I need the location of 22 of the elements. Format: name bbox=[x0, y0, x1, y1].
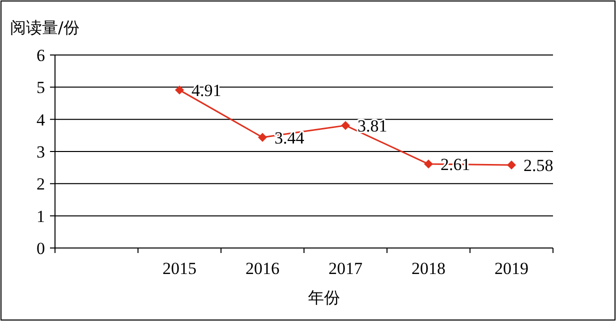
y-tick-label: 5 bbox=[36, 78, 45, 98]
data-label: 3.81 bbox=[358, 116, 388, 136]
data-label: 3.44 bbox=[274, 128, 305, 148]
y-tick-label: 1 bbox=[36, 206, 45, 226]
point bbox=[258, 132, 267, 142]
point bbox=[424, 160, 433, 169]
point bbox=[175, 86, 184, 95]
y-tick-label: 2 bbox=[36, 174, 45, 194]
x-tick-label: 2016 bbox=[246, 259, 280, 278]
x-tick-label: 2019 bbox=[494, 259, 528, 278]
x-tick-label: 2017 bbox=[328, 259, 363, 278]
point bbox=[507, 160, 516, 170]
x-tick-label: 2015 bbox=[162, 259, 196, 278]
x-tick-label: 2018 bbox=[412, 259, 446, 278]
x-axis-title: 年份 bbox=[308, 288, 340, 307]
data-label: 2.58 bbox=[524, 156, 554, 176]
y-tick-label: 3 bbox=[36, 142, 45, 162]
y-tick-label: 0 bbox=[36, 239, 45, 258]
y-axis-title: 阅读量/份 bbox=[10, 18, 80, 37]
point bbox=[341, 120, 350, 130]
y-tick-label: 6 bbox=[36, 46, 45, 65]
y-tick-label: 4 bbox=[36, 110, 46, 130]
